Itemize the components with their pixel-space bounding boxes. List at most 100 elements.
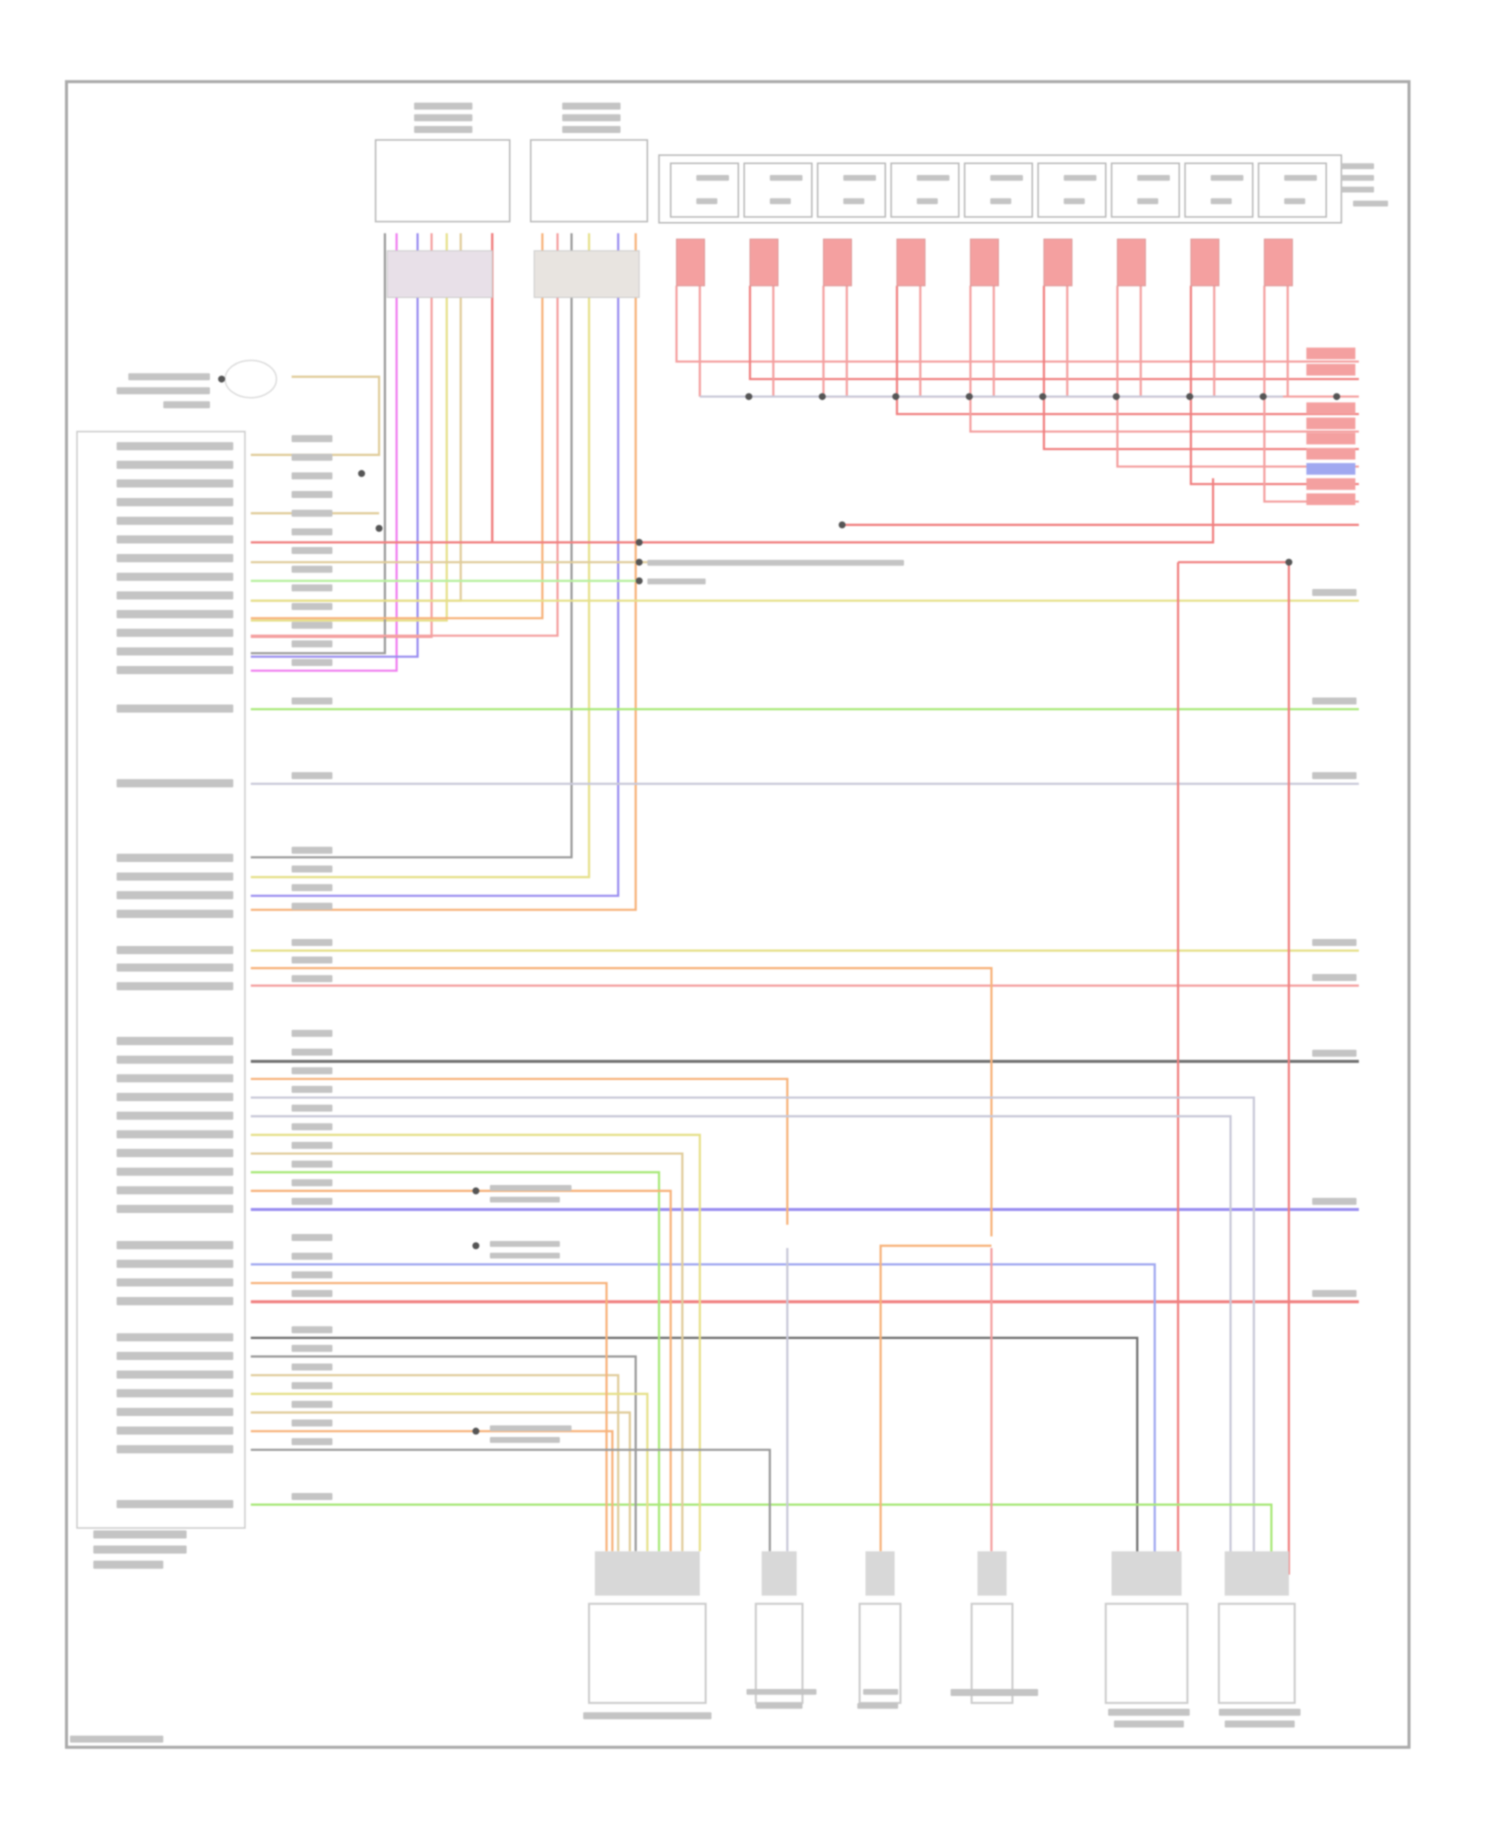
label-text: [116, 963, 234, 972]
label-text: [116, 572, 234, 581]
label-text: [116, 1074, 234, 1083]
injector-block: [658, 154, 1343, 224]
label-text: [489, 1252, 560, 1259]
wire: [1189, 285, 1359, 486]
sensor-c-terminals: [977, 1551, 1007, 1596]
wire: [491, 233, 1215, 544]
label-text: [291, 1271, 333, 1279]
label-text: [116, 909, 234, 918]
coil-connector-1: [374, 139, 511, 223]
wire: [250, 1152, 684, 1552]
label-text: [746, 1688, 817, 1695]
label-text: [116, 1333, 234, 1342]
wire: [250, 1133, 701, 1552]
splice-dot: [745, 393, 753, 401]
label-text: [647, 559, 904, 566]
wire: [1116, 285, 1359, 468]
label-text: [116, 628, 234, 637]
wire: [250, 233, 419, 658]
label-text: [116, 872, 234, 881]
label-text: [291, 509, 333, 517]
label-text: [116, 610, 234, 619]
label-text: [1113, 1720, 1184, 1728]
wire: [250, 1281, 608, 1552]
sensor-a-terminals: [761, 1551, 797, 1596]
wire: [250, 233, 433, 638]
sensor-b: [858, 1602, 902, 1704]
label-text: [116, 1204, 234, 1214]
injector-terminal: [822, 238, 852, 287]
label-text: [291, 846, 333, 854]
label-text: [583, 1712, 712, 1720]
label-text: [116, 1351, 234, 1361]
label-text: [291, 1290, 333, 1298]
label-text: [414, 114, 473, 122]
wire: [250, 1392, 649, 1552]
label-text: [291, 1363, 333, 1371]
wire: [1042, 285, 1359, 451]
splice-dot: [1285, 558, 1293, 566]
label-text: [990, 174, 1023, 181]
label-text: [1284, 198, 1306, 205]
label-text: [116, 387, 210, 395]
wire: [250, 233, 559, 637]
label-text: [116, 1241, 234, 1250]
labels: [69, 102, 1389, 1743]
injector-terminal: [1263, 238, 1293, 287]
wire: [879, 1244, 992, 1552]
injector-connector: [743, 162, 813, 218]
splice-dot: [1333, 393, 1341, 401]
label-text: [116, 591, 234, 600]
wire: [675, 285, 1359, 363]
label-text: [1284, 174, 1317, 181]
label-text: [116, 554, 234, 563]
diagram-frame: [64, 80, 1411, 1749]
wire: [250, 1096, 1255, 1575]
wire: [250, 967, 993, 1237]
wires: [250, 233, 1359, 1575]
label-text: [291, 603, 333, 611]
wire: [250, 233, 591, 879]
injector-terminal: [969, 238, 999, 287]
label-text: [291, 1326, 333, 1334]
wire: [250, 233, 387, 655]
injector-terminal: [1116, 238, 1146, 287]
injector-terminal: [1190, 238, 1220, 287]
label-text: [291, 1234, 333, 1242]
label-text: [291, 621, 333, 629]
label-text: [843, 174, 876, 181]
wire: [250, 1336, 1139, 1575]
label-text: [93, 1530, 187, 1539]
label-text: [489, 1185, 572, 1191]
label-text: [116, 442, 234, 451]
connector-pin: [1306, 347, 1356, 360]
label-text: [291, 1252, 333, 1260]
label-text: [1210, 198, 1232, 205]
splice-dot: [965, 393, 973, 401]
components: [76, 139, 1356, 1704]
label-text: [950, 1688, 1039, 1696]
label-text: [116, 1259, 234, 1268]
wire: [250, 233, 620, 897]
label-text: [291, 1438, 333, 1446]
label-text: [843, 198, 865, 205]
splice-dot: [635, 577, 643, 585]
label-text: [1312, 589, 1357, 597]
splice-dot: [1186, 393, 1194, 401]
label-text: [116, 516, 234, 525]
splice-dot: [1112, 393, 1120, 401]
label-text: [291, 1029, 333, 1037]
label-text: [163, 401, 210, 409]
label-text: [291, 1123, 333, 1131]
label-text: [291, 865, 333, 873]
label-text: [1353, 200, 1389, 207]
label-text: [291, 472, 333, 480]
label-text: [116, 647, 234, 656]
label-text: [116, 1426, 234, 1435]
connector-pin: [1306, 463, 1356, 475]
label-text: [116, 1111, 234, 1120]
label-text: [647, 578, 706, 585]
label-text: [116, 1389, 234, 1398]
label-text: [116, 1092, 234, 1102]
